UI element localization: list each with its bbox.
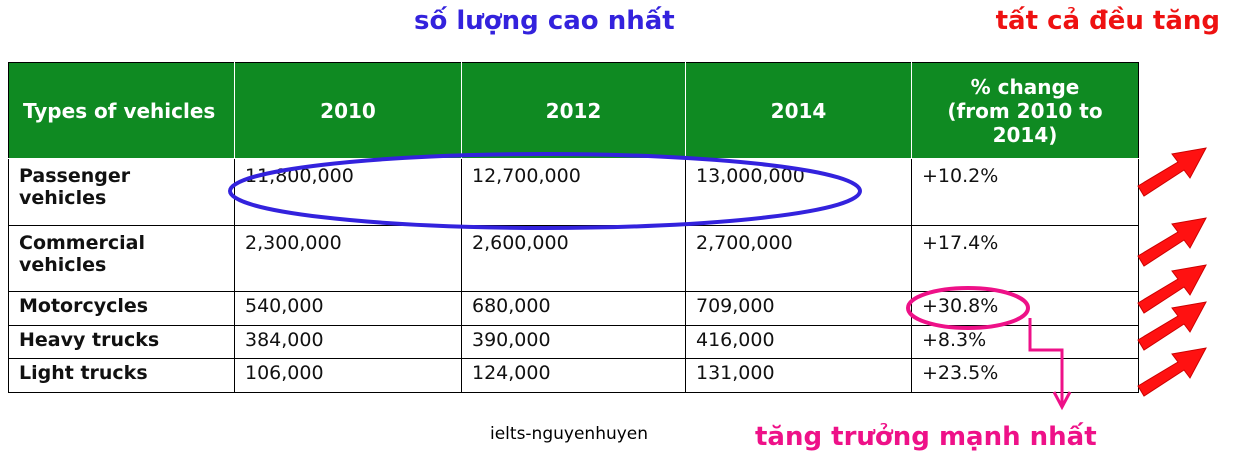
table-cell: 13,000,000 (685, 158, 912, 226)
table-row: Motorcycles 540,000 680,000 709,000 +30.8% (8, 291, 1139, 326)
table-cell: Heavy trucks (8, 325, 235, 359)
annotation: số lượng cao nhất (414, 6, 675, 36)
header-cell: 2012 (461, 62, 686, 159)
table-cell: 124,000 (461, 358, 686, 393)
table-cell: 680,000 (461, 291, 686, 326)
table-cell: Light trucks (8, 358, 235, 393)
row-label: Commercial vehicles (19, 232, 145, 276)
arrow (1137, 217, 1207, 267)
arrow (1137, 347, 1207, 397)
table-row: Light trucks 106,000 124,000 131,000 +23.5% (8, 358, 1139, 393)
table-cell: Motorcycles (8, 291, 235, 326)
table-row: Heavy trucks 384,000 390,000 416,000 +8.3% (8, 325, 1139, 359)
table-cell: 106,000 (234, 358, 462, 393)
table-cell: 384,000 (234, 325, 462, 359)
table-cell: 416,000 (685, 325, 912, 359)
table-cell: 2,700,000 (685, 225, 912, 292)
header-row: Types of vehicles 2010 2012 2014% change (f… (8, 62, 1139, 159)
table-cell: +30.8% (911, 291, 1139, 326)
arrow (1137, 264, 1207, 314)
table-cell: 390,000 (461, 325, 686, 359)
table-cell: Commercial vehicles (8, 225, 235, 292)
table-cell: 540,000 (234, 291, 462, 326)
table-cell: 2,600,000 (461, 225, 686, 292)
table-cell: +17.4% (911, 225, 1139, 292)
table: Types of vehicles 2010 2012 2014% change (f… (8, 62, 1139, 393)
header-cell: 2014 (685, 62, 912, 159)
row-label: Passenger vehicles (19, 165, 131, 209)
table-cell: 709,000 (685, 291, 912, 326)
table-cell: 2,300,000 (234, 225, 462, 292)
table-cell: +23.5% (911, 358, 1139, 393)
annotation: tất cả đều tăng (995, 6, 1220, 36)
arrow (1137, 301, 1207, 351)
row-label: Heavy trucks (19, 329, 160, 351)
table-cell: +10.2% (911, 158, 1139, 226)
watermark: ielts-nguyenhuyen (490, 424, 649, 444)
increase-arrows (1137, 147, 1207, 397)
table-cell: 131,000 (685, 358, 912, 393)
table-cell: 11,800,000 (234, 158, 462, 226)
row-label: Light trucks (19, 362, 148, 384)
arrow-head (1052, 391, 1072, 411)
annotation: tăng trưởng mạnh nhất (755, 422, 1097, 452)
table-cell: +8.3% (911, 325, 1139, 359)
table-cell: 12,700,000 (461, 158, 686, 226)
arrow (1137, 147, 1207, 197)
table-row: Passenger vehicles 11,800,000 12,700,000 13… (8, 158, 1139, 226)
table-cell: Passenger vehicles (8, 158, 235, 226)
header-cell: Types of vehicles (8, 62, 235, 159)
table-row: Commercial vehicles 2,300,000 2,600,000 2,7… (8, 225, 1139, 292)
row-label: Motorcycles (19, 295, 149, 317)
header-cell: 2010 (234, 62, 462, 159)
header-cell: % change (from 2010 to 2014) (911, 62, 1139, 159)
